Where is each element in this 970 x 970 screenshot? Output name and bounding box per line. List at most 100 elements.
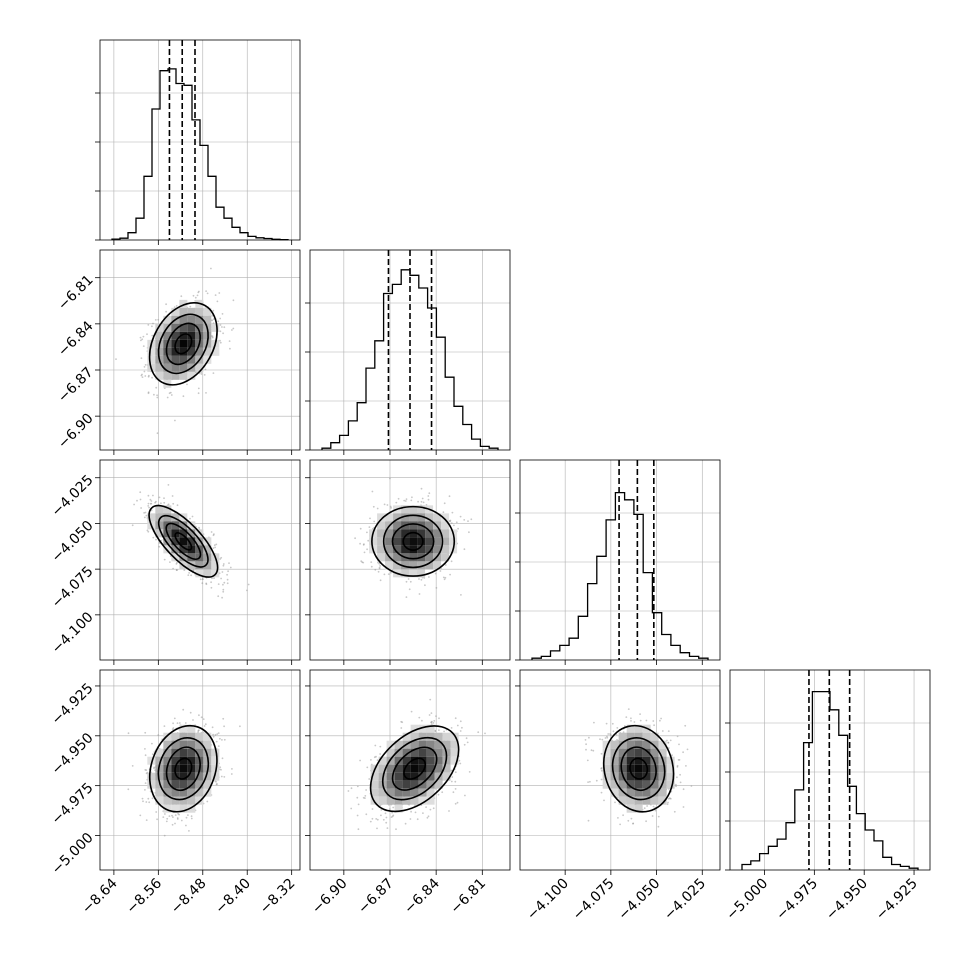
scatter-point bbox=[371, 808, 374, 810]
scatter-point bbox=[592, 749, 595, 752]
scatter-point bbox=[187, 814, 189, 816]
density-bin bbox=[370, 772, 379, 781]
y-tick-label: −4.075 bbox=[49, 563, 97, 611]
density-bin bbox=[634, 756, 643, 765]
density-bin bbox=[370, 788, 379, 797]
contour-line bbox=[157, 737, 210, 801]
scatter-point bbox=[219, 341, 222, 344]
density-bin bbox=[402, 796, 411, 805]
scatter-point bbox=[202, 718, 205, 720]
scatter-point bbox=[369, 820, 372, 823]
density-bin bbox=[417, 513, 426, 522]
x-tick-label: −5.000 bbox=[723, 876, 771, 924]
scatter-point bbox=[171, 823, 174, 826]
scatter-point bbox=[173, 717, 176, 720]
scatter-point bbox=[432, 807, 435, 810]
scatter-point bbox=[192, 294, 195, 297]
scatter-point bbox=[679, 781, 682, 784]
density-bin bbox=[401, 537, 410, 546]
y-tick-label: −4.950 bbox=[49, 730, 97, 778]
contour-line bbox=[391, 746, 438, 791]
scatter-point bbox=[600, 767, 603, 770]
density-bin bbox=[642, 772, 651, 781]
scatter-point bbox=[231, 329, 233, 331]
density-bin bbox=[634, 804, 643, 813]
scatter-point bbox=[676, 776, 678, 779]
density-bin bbox=[642, 740, 651, 749]
scatter-point bbox=[408, 588, 411, 591]
scatter-point bbox=[455, 521, 458, 524]
scatter-point bbox=[192, 569, 195, 572]
scatter-point bbox=[463, 743, 466, 746]
density-bin bbox=[426, 740, 435, 749]
scatter-point bbox=[380, 809, 383, 811]
scatter-point bbox=[131, 524, 134, 527]
scatter-point bbox=[149, 502, 152, 505]
density-bin bbox=[195, 347, 204, 356]
density-bin bbox=[425, 545, 434, 554]
contour-line bbox=[629, 757, 649, 780]
scatter-point bbox=[141, 797, 144, 800]
scatter-point bbox=[174, 814, 177, 816]
scatter-point bbox=[377, 570, 380, 573]
panel-frame bbox=[309, 249, 511, 451]
density-bin bbox=[642, 788, 651, 797]
scatter-point bbox=[151, 797, 154, 800]
scatter-point bbox=[143, 370, 146, 373]
density-bin bbox=[626, 772, 635, 781]
panel-frame bbox=[99, 669, 301, 871]
scatter-point bbox=[457, 527, 459, 530]
scatter-point bbox=[397, 497, 400, 500]
density-bin bbox=[163, 788, 172, 797]
scatter-point bbox=[165, 820, 168, 823]
density-bin bbox=[155, 371, 164, 380]
density-bin bbox=[195, 772, 204, 781]
density-bin bbox=[377, 529, 386, 538]
density-bin bbox=[610, 780, 619, 789]
density-bin bbox=[195, 561, 204, 570]
density-bin bbox=[618, 756, 627, 765]
density-bin bbox=[642, 732, 651, 741]
scatter-point bbox=[614, 801, 616, 804]
density-bin bbox=[187, 323, 196, 332]
scatter-point bbox=[246, 589, 248, 592]
scatter-point bbox=[451, 511, 454, 514]
panel-frame bbox=[519, 669, 721, 871]
scatter-point bbox=[147, 494, 150, 497]
scatter-point bbox=[178, 722, 181, 724]
scatter-point bbox=[172, 816, 174, 818]
density-bin bbox=[155, 513, 164, 522]
panel-frame bbox=[309, 459, 511, 661]
density-bin bbox=[171, 355, 180, 364]
scatter-point bbox=[219, 737, 221, 740]
density-bin bbox=[402, 788, 411, 797]
density-bin bbox=[377, 521, 386, 530]
scatter-point bbox=[155, 386, 158, 389]
scatter-point bbox=[371, 490, 374, 493]
x-tick-label: −6.87 bbox=[355, 876, 397, 918]
density-bin bbox=[658, 788, 667, 797]
scatter-point bbox=[147, 797, 150, 800]
density-bin bbox=[410, 764, 419, 773]
density-bin bbox=[394, 804, 403, 813]
y-tick-label: −6.84 bbox=[55, 318, 97, 360]
x-tick-label: −6.84 bbox=[401, 875, 443, 917]
density-bin bbox=[195, 323, 204, 332]
density-bin bbox=[426, 764, 435, 773]
scatter-point bbox=[203, 374, 206, 376]
density-bin bbox=[618, 796, 627, 805]
scatter-point bbox=[677, 759, 680, 761]
density-bin bbox=[634, 780, 643, 789]
density-bin bbox=[433, 561, 442, 570]
marginal-panel-1 bbox=[305, 249, 511, 455]
density-bin bbox=[171, 740, 180, 749]
density-bin bbox=[155, 529, 164, 538]
density-bin bbox=[441, 545, 450, 554]
density-bin bbox=[426, 772, 435, 781]
scatter-point bbox=[682, 806, 685, 808]
scatter-point bbox=[588, 736, 590, 739]
scatter-point bbox=[379, 565, 381, 567]
density-bin bbox=[155, 756, 164, 765]
scatter-point bbox=[167, 484, 170, 486]
scatter-point bbox=[443, 578, 446, 581]
